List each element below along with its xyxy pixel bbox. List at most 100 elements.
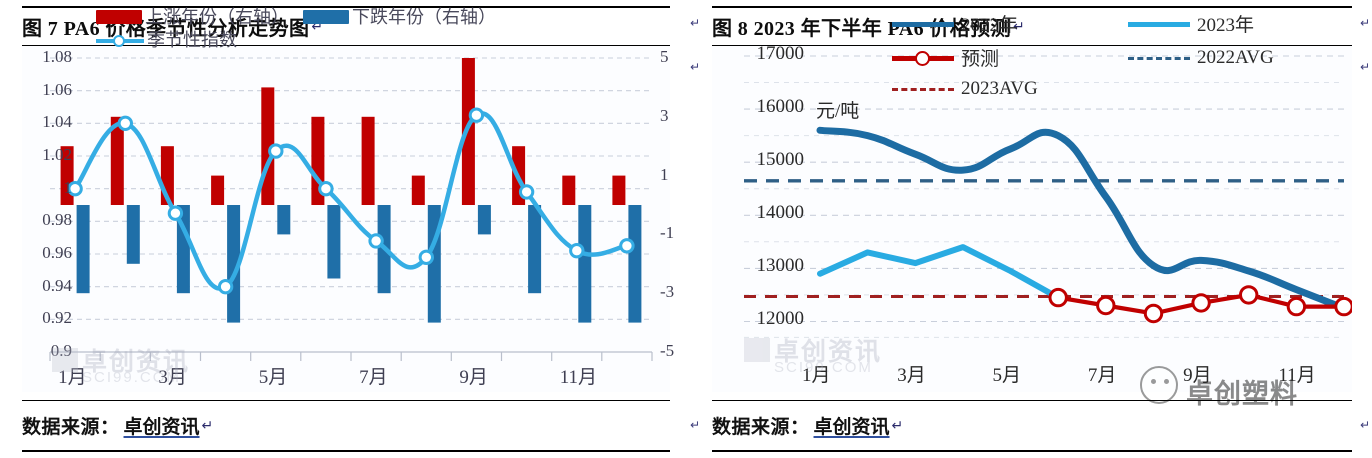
- y-axis-tick-label: 16000: [756, 96, 805, 118]
- x-axis-tick-label: 11月: [559, 367, 598, 388]
- paragraph-mark-icon: ↵: [311, 18, 324, 35]
- legend-item-avg-2022[interactable]: 2022AVG: [1128, 47, 1274, 69]
- y-axis-tick-label: 0.98: [42, 210, 72, 230]
- y-axis-tick-label: 0.92: [42, 308, 72, 328]
- forecast-line-icon: [892, 50, 954, 66]
- y2-axis-tick-label: -3: [660, 282, 675, 302]
- wechat-badge-icon: [1140, 366, 1178, 404]
- figure-7-footer: 数据来源： 卓创资讯 ↵: [22, 400, 670, 452]
- paragraph-mark-icon: ↵: [1359, 418, 1370, 432]
- figure-8-line-2022: [816, 126, 1348, 312]
- legend-label-down-years: 下跌年份（右轴）: [352, 7, 496, 27]
- figure-7-title-block: 图 7 PA6 价格季节性分析走势图 ↵: [22, 6, 670, 46]
- figure-8-unit-label: 元/吨: [816, 101, 860, 122]
- y-axis-tick-label: 0.94: [42, 275, 72, 295]
- x-axis-tick-label: 1月: [802, 365, 831, 386]
- source-link[interactable]: 卓创资讯: [813, 417, 890, 438]
- season-index-line-icon: [96, 33, 144, 47]
- source-label: 数据来源：: [22, 417, 120, 438]
- paragraph-mark-icon: ↵: [1359, 16, 1370, 30]
- paragraph-mark-icon: ↵: [891, 417, 904, 434]
- legend-row-1: 2022年 2023年: [892, 10, 1352, 37]
- x-axis-tick-label: 9月: [1183, 365, 1212, 386]
- figure-7-up-bars: [60, 58, 626, 205]
- y2-axis-tick-label: 3: [660, 105, 669, 125]
- legend-label-2023: 2023年: [1197, 15, 1255, 36]
- y-axis-tick-label: 13000: [756, 255, 805, 277]
- legend-item-up-years[interactable]: 上涨年份（右轴）: [96, 8, 289, 26]
- y-axis-tick-label: 14000: [756, 202, 805, 224]
- figure-7-plot-svg: [49, 57, 653, 361]
- up-years-swatch-icon: [96, 10, 142, 24]
- figure-8-gridlines: [744, 55, 1344, 338]
- x-axis-tick-label: 11月: [1278, 365, 1316, 386]
- y-axis-tick-label: 1.06: [42, 79, 72, 99]
- legend-item-2022[interactable]: 2022年: [892, 10, 1128, 37]
- y-axis-tick-label: 15000: [756, 149, 805, 171]
- legend-label-avg-2022: 2022AVG: [1197, 46, 1274, 68]
- figure-8-footer: 数据来源： 卓创资讯 ↵: [712, 400, 1352, 452]
- y-axis-tick-label: 12000: [756, 308, 805, 330]
- y-axis-tick-label: 1: [63, 177, 73, 197]
- figure-7-season-line: [72, 111, 630, 291]
- figure-8-panel: ↵ ↵ ↵ ↵ ↵ ↵ 图 8 2023 年下半年 PA6 价格预测 ↵: [686, 0, 1372, 458]
- legend-label-up-years: 上涨年份（右轴）: [145, 7, 289, 27]
- paragraph-mark-icon: ↵: [201, 417, 214, 434]
- legend-item-season-index[interactable]: 季节性指数: [96, 31, 237, 49]
- legend-label-2022: 2022年: [961, 15, 1019, 36]
- figure-8-plot-svg: [744, 55, 1352, 338]
- figure-7-season-markers: [67, 107, 635, 295]
- y2-axis-tick-label: 1: [660, 164, 669, 184]
- x-axis-tick-label: 1月: [58, 367, 87, 388]
- figure-8-line-2023: [817, 244, 1062, 301]
- x-axis-tick-label: 7月: [359, 367, 388, 388]
- paragraph-mark-icon: ↵: [1012, 18, 1025, 35]
- figure-7-chart: [22, 46, 670, 392]
- avg-2023-dash-icon: [892, 81, 954, 97]
- legend-row-2: 预测 2022AVG: [892, 44, 1352, 71]
- y-axis-tick-label: 17000: [756, 43, 805, 64]
- y-axis-tick-label: 1.02: [42, 145, 72, 164]
- paragraph-mark-icon: ↵: [690, 60, 701, 74]
- figure-8-chart: [712, 46, 1352, 392]
- line-2022-icon: [892, 16, 954, 32]
- x-axis-tick-label: 3月: [897, 365, 926, 386]
- avg-2022-dash-icon: [1128, 50, 1190, 66]
- figure-7-title: 图 7 PA6 价格季节性分析走势图: [22, 18, 310, 40]
- figure-7-axis-frame: [49, 351, 653, 361]
- source-link[interactable]: 卓创资讯: [123, 417, 200, 438]
- paragraph-mark-icon: ↵: [1359, 60, 1370, 74]
- x-axis-tick-label: 5月: [258, 367, 288, 388]
- source-label: 数据来源：: [712, 417, 810, 438]
- paragraph-mark-icon: ↵: [690, 418, 701, 432]
- figure-8-forecast-markers: [1048, 285, 1352, 324]
- x-axis-tick-label: 3月: [158, 367, 187, 388]
- x-axis-tick-label: 9月: [459, 367, 488, 388]
- legend-item-forecast[interactable]: 预测: [892, 44, 1128, 71]
- down-years-swatch-icon: [303, 10, 349, 24]
- legend-row-3: 2023AVG: [892, 78, 1352, 100]
- legend-item-down-years[interactable]: 下跌年份（右轴）: [303, 8, 496, 26]
- line-2023-icon: [1128, 16, 1190, 32]
- legend-item-avg-2023[interactable]: 2023AVG: [892, 78, 1128, 100]
- x-axis-tick-label: 7月: [1087, 365, 1117, 386]
- legend-label-forecast: 预测: [961, 49, 1000, 70]
- legend-label-season-index: 季节性指数: [147, 30, 237, 50]
- paragraph-mark-icon: ↵: [690, 16, 701, 30]
- figure-7-legend: 上涨年份（右轴） 下跌年份（右轴） 季节性指数: [96, 8, 656, 54]
- y-axis-tick-label: 1.08: [42, 47, 72, 66]
- y-axis-tick-label: 1.04: [42, 112, 72, 132]
- y2-axis-tick-label: -1: [660, 223, 675, 243]
- figure-7-panel: 图 7 PA6 价格季节性分析走势图 ↵ 上涨年份（右轴） 下跌年份（右轴）: [22, 6, 675, 452]
- figure-7-gridlines: [50, 57, 652, 353]
- y2-axis-tick-label: 5: [660, 47, 669, 66]
- y2-axis-tick-label: -5: [660, 341, 675, 360]
- figure-8-legend: 2022年 2023年 预测 2022AVG: [892, 10, 1352, 107]
- x-axis-tick-label: 5月: [992, 365, 1022, 386]
- figure-7-down-bars: [76, 205, 642, 323]
- y-axis-tick-label: 0.9: [50, 341, 72, 360]
- legend-label-avg-2023: 2023AVG: [961, 78, 1038, 99]
- y-axis-tick-label: 0.96: [42, 243, 72, 262]
- legend-item-2023[interactable]: 2023年: [1128, 10, 1254, 37]
